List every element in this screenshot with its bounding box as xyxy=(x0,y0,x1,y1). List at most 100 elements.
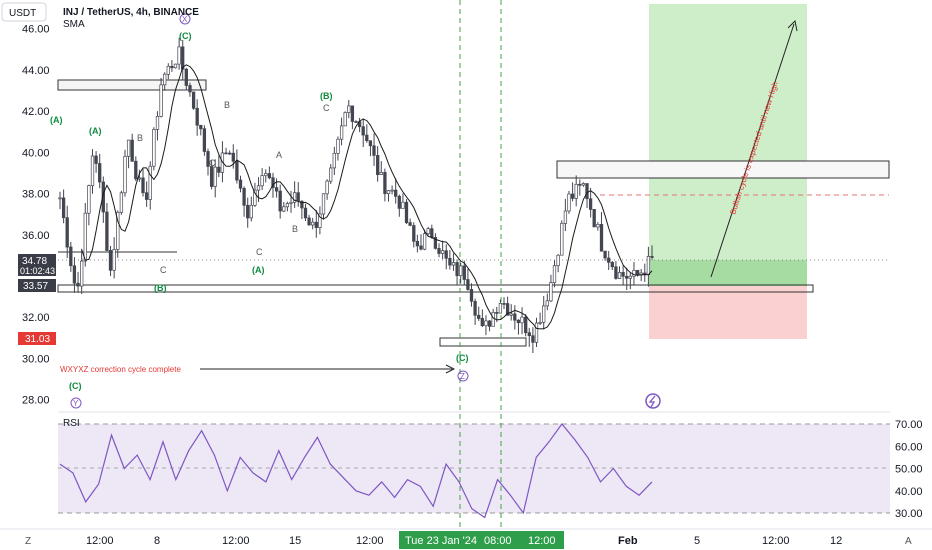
candle-body xyxy=(628,275,632,279)
indicator-label[interactable]: SMA xyxy=(63,19,85,30)
candle-body xyxy=(249,204,253,219)
candle-body xyxy=(394,189,398,197)
candle-body xyxy=(368,140,373,147)
candle-body xyxy=(155,116,160,130)
candle-body xyxy=(130,139,134,162)
candle-body xyxy=(224,152,228,155)
candle-body xyxy=(444,250,448,259)
candle-body xyxy=(231,152,235,162)
candle-body xyxy=(477,314,481,319)
candle-body xyxy=(469,289,474,302)
candle-body xyxy=(509,313,513,316)
candle-body xyxy=(285,203,290,208)
candle-body xyxy=(311,221,315,226)
auto-scale-button[interactable]: A xyxy=(905,536,912,547)
candle-body xyxy=(466,279,470,290)
candle-body xyxy=(90,155,95,187)
price-tick-label: 30.00 xyxy=(22,353,50,365)
candle-body xyxy=(199,124,203,130)
level-tag[interactable] xyxy=(18,279,56,292)
candle-body xyxy=(625,275,629,279)
wave-label: A xyxy=(276,150,282,160)
rsi-tick-label: 30.00 xyxy=(895,508,923,520)
wave-label: B xyxy=(224,100,230,110)
candle-body xyxy=(144,192,149,200)
wave-circle-z xyxy=(457,370,469,382)
candle-body xyxy=(570,193,575,199)
candle-body xyxy=(152,129,156,167)
price-tick-label: 42.00 xyxy=(22,106,50,118)
wave-label: (C) xyxy=(456,353,469,363)
currency-button[interactable] xyxy=(1,2,47,22)
candle-body xyxy=(318,213,322,228)
candle-body xyxy=(487,320,492,327)
candle-body xyxy=(141,177,145,194)
candle-body xyxy=(173,63,178,69)
candle-body xyxy=(552,265,557,283)
candle-body xyxy=(163,73,167,86)
resistance-box-top[interactable] xyxy=(57,79,207,91)
candle-body xyxy=(94,155,98,164)
candle-body xyxy=(159,84,163,117)
candle-body xyxy=(588,198,593,210)
candle-body xyxy=(635,269,640,276)
candle-body xyxy=(184,68,188,86)
time-highlight[interactable] xyxy=(399,531,564,549)
candle-body xyxy=(592,209,596,228)
countdown-value: 01:02:43 xyxy=(20,266,55,276)
time-tick-label: 12:00 xyxy=(762,535,790,547)
price-axis[interactable]: 46.00 44.00 42.00 40.00 38.00 36.00 32.00 30.00… xyxy=(22,24,50,407)
candle-body xyxy=(98,163,102,183)
wave-label: B xyxy=(137,133,143,143)
candle-body xyxy=(614,266,618,279)
candle-body xyxy=(76,282,80,287)
candle-body xyxy=(69,246,73,267)
price-tick-label: 40.00 xyxy=(22,147,50,159)
candle-body xyxy=(397,195,401,209)
candle-body xyxy=(462,265,466,280)
candle-body xyxy=(282,206,286,212)
candle-body xyxy=(563,210,568,224)
time-tick-label: 12:00 xyxy=(356,535,384,547)
candle-body xyxy=(379,172,383,175)
wave-label: (B) xyxy=(320,91,333,101)
candle-body xyxy=(376,155,380,176)
support-box[interactable] xyxy=(57,284,814,293)
stop-zone[interactable] xyxy=(649,286,807,339)
low-box[interactable] xyxy=(439,337,527,347)
bullish-arrow[interactable] xyxy=(710,23,795,278)
candle-body xyxy=(484,320,488,327)
candle-body xyxy=(531,335,535,343)
wave-label: (A) xyxy=(50,115,63,125)
candle-body xyxy=(599,224,604,252)
entry-zone xyxy=(649,260,807,286)
correction-arrowhead xyxy=(445,364,456,374)
symbol-title[interactable]: INJ / TetherUS, 4h, BINANCE xyxy=(63,7,199,18)
target-zone[interactable] xyxy=(649,4,807,260)
candle-body xyxy=(596,224,600,228)
resistance-box-right[interactable] xyxy=(556,160,890,179)
candle-body xyxy=(260,175,264,187)
candle-body xyxy=(321,193,326,215)
wave-circle-z-label: Z xyxy=(460,372,465,381)
lightning-icon[interactable] xyxy=(645,393,661,409)
candle-body xyxy=(480,318,484,327)
candle-body xyxy=(491,312,495,327)
rsi-label[interactable]: RSI xyxy=(63,418,80,429)
candle-body xyxy=(498,303,503,314)
candle-body xyxy=(228,152,232,155)
candle-body xyxy=(419,245,423,250)
candle-body xyxy=(448,257,452,266)
zoom-left-button[interactable]: Z xyxy=(25,536,31,547)
price-tick-label: 36.00 xyxy=(22,230,50,242)
candle-body xyxy=(422,233,427,250)
candle-body xyxy=(116,211,120,250)
candle-body xyxy=(206,151,210,167)
candle-body xyxy=(567,193,571,212)
candle-body xyxy=(607,257,611,263)
rsi-axis[interactable]: 70.00 60.00 50.00 40.00 30.00 xyxy=(895,419,923,520)
time-axis[interactable]: 12:00 8 12:00 15 12:00 Feb 5 12:00 12 xyxy=(86,535,842,547)
stop-tag[interactable] xyxy=(18,332,56,345)
current-price-tag[interactable] xyxy=(18,254,56,276)
